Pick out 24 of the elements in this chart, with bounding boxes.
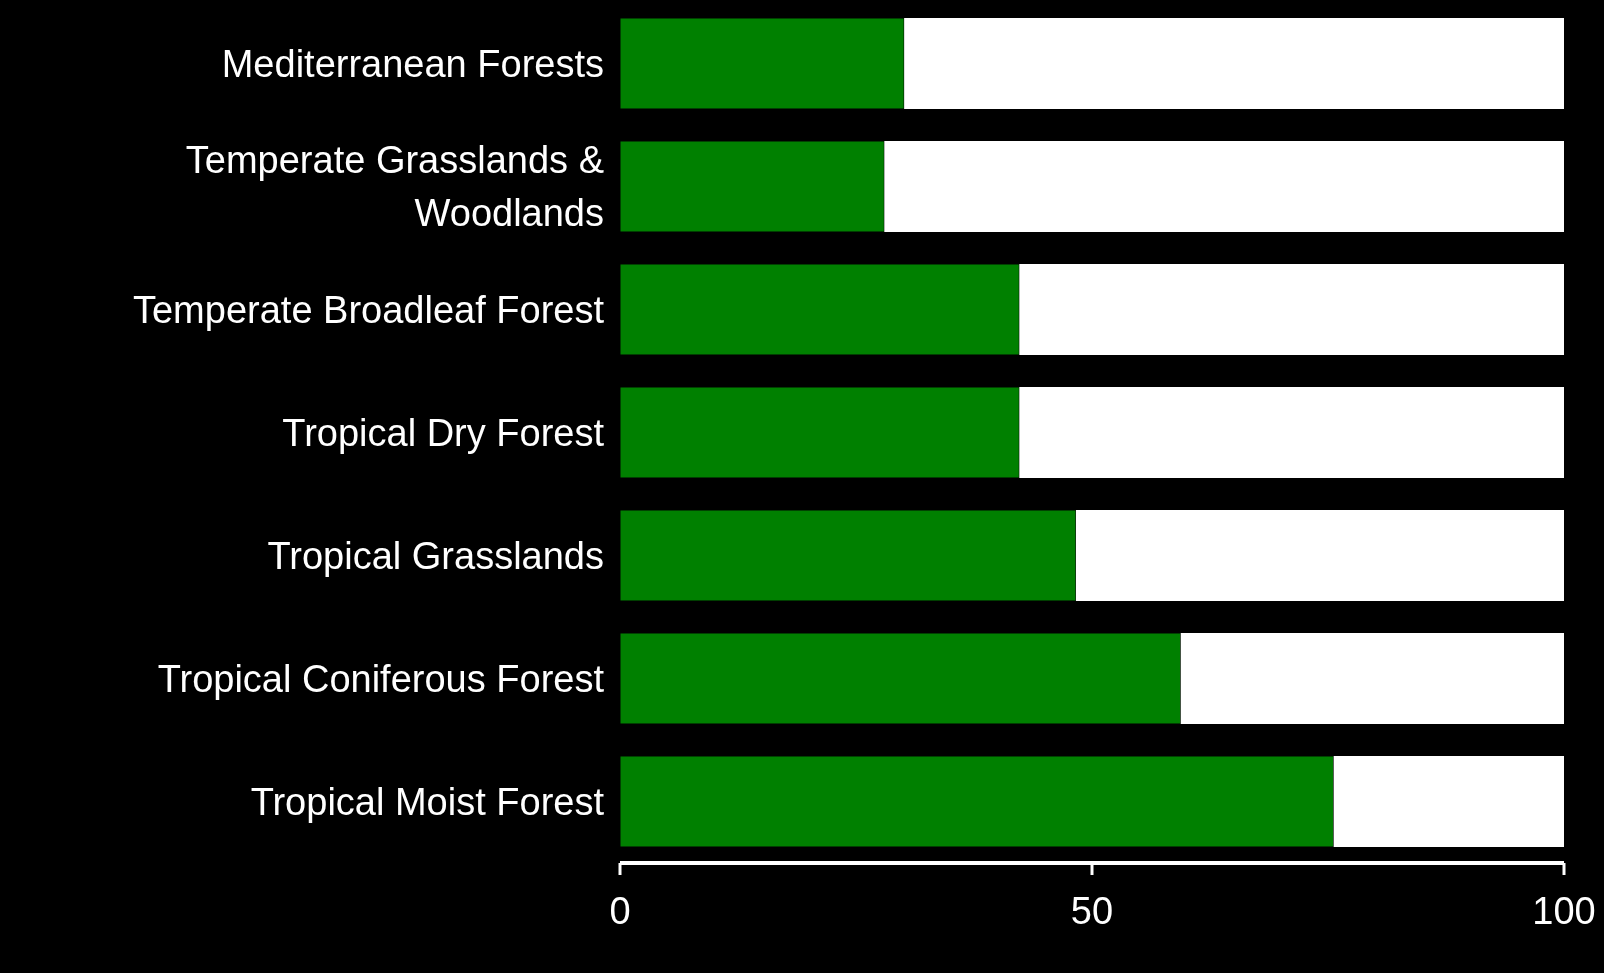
- x-tick-label: 0: [609, 889, 631, 932]
- y-tick-label: Tropical Dry Forest: [282, 411, 605, 454]
- bar: [620, 632, 1182, 725]
- bar: [620, 755, 1335, 848]
- bar: [884, 140, 1564, 232]
- y-tick-label: Tropical Coniferous Forest: [157, 657, 605, 700]
- bar: [620, 17, 905, 110]
- bar: [1333, 755, 1564, 847]
- bar: [1075, 509, 1564, 601]
- bar: [1019, 263, 1564, 355]
- bar: [904, 17, 1564, 109]
- bar: [620, 140, 885, 233]
- y-tick-label: Temperate Broadleaf Forest: [132, 288, 605, 331]
- y-tick-label: Temperate Grasslands & Woodlands: [185, 139, 604, 234]
- bar: [620, 263, 1020, 356]
- x-tick-label: 50: [1070, 889, 1114, 932]
- bar: [1019, 386, 1564, 478]
- x-tick-label: 100: [1532, 889, 1596, 932]
- bar: [620, 509, 1077, 602]
- bar: [620, 386, 1020, 479]
- y-tick-label: Tropical Grasslands: [267, 534, 604, 577]
- bar: [1180, 632, 1564, 724]
- y-tick-label: Tropical Moist Forest: [250, 780, 605, 823]
- y-tick-label: Mediterranean Forests: [221, 42, 604, 85]
